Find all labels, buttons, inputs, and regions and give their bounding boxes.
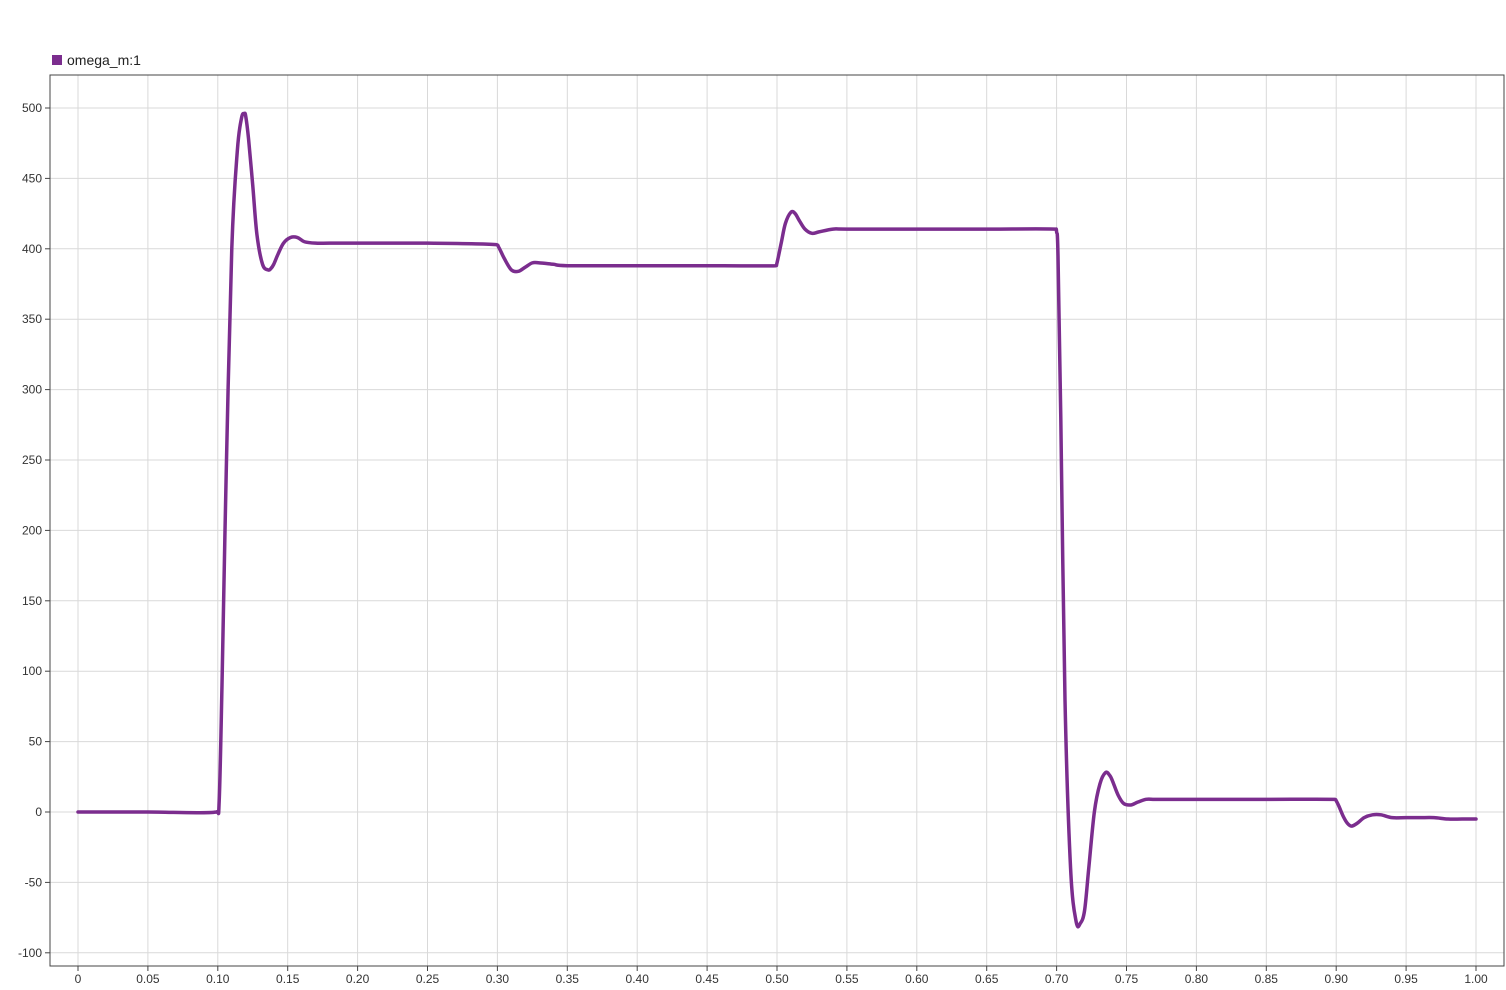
x-tick-label: 0.70 [1045, 972, 1069, 986]
y-tick-label: 0 [35, 805, 42, 819]
x-tick-label: 0.55 [835, 972, 859, 986]
plot-border [49, 74, 1505, 967]
x-tick-label: 0.85 [1255, 972, 1279, 986]
x-tick-label: 0.60 [905, 972, 929, 986]
x-tick-label: 0.05 [136, 972, 160, 986]
x-tick-label: 0.25 [416, 972, 440, 986]
y-tick-label: 400 [22, 242, 42, 256]
x-tick-label: 0.75 [1115, 972, 1139, 986]
y-tick-label: 100 [22, 664, 42, 678]
y-tick-label: 200 [22, 523, 42, 537]
y-tick-label: 450 [22, 171, 42, 185]
legend-swatch-omega-m-1 [52, 55, 62, 65]
x-tick-label: 0.40 [626, 972, 650, 986]
y-tick-label: 50 [29, 735, 43, 749]
x-tick-label: 0.95 [1394, 972, 1418, 986]
legend-label-omega-m-1: omega_m:1 [67, 52, 141, 68]
x-tick-label: 0.30 [486, 972, 510, 986]
x-tick-label: 0.45 [695, 972, 719, 986]
x-tick-label: 0.65 [975, 972, 999, 986]
x-tick-label: 0.90 [1325, 972, 1349, 986]
grid-lines [50, 75, 1504, 966]
x-tick-label: 0.10 [206, 972, 230, 986]
y-tick-label: 500 [22, 101, 42, 115]
y-tick-label: -50 [25, 875, 43, 889]
x-tick-label: 0.15 [276, 972, 300, 986]
x-tick-label: 0.35 [556, 972, 580, 986]
axis-ticks: 0 0.05 0.10 0.15 0.20 0.25 0.30 0.35 0.40 0.45 0.5… [18, 101, 1488, 986]
plot-area[interactable] [76, 111, 1478, 929]
y-tick-label: 300 [22, 383, 42, 397]
x-tick-label: 0.20 [346, 972, 370, 986]
x-tick-label: 0.80 [1185, 972, 1209, 986]
legend[interactable]: omega_m:1 [52, 52, 141, 68]
x-tick-label: 1.00 [1464, 972, 1488, 986]
y-tick-label: 150 [22, 594, 42, 608]
series-line-omega-m-1[interactable] [76, 111, 1478, 929]
x-tick-label: 0.50 [765, 972, 789, 986]
x-tick-label: 0 [75, 972, 82, 986]
y-tick-label: 350 [22, 312, 42, 326]
y-tick-label: 250 [22, 453, 42, 467]
y-tick-label: -100 [18, 946, 42, 960]
plot-frame [49, 74, 1505, 967]
